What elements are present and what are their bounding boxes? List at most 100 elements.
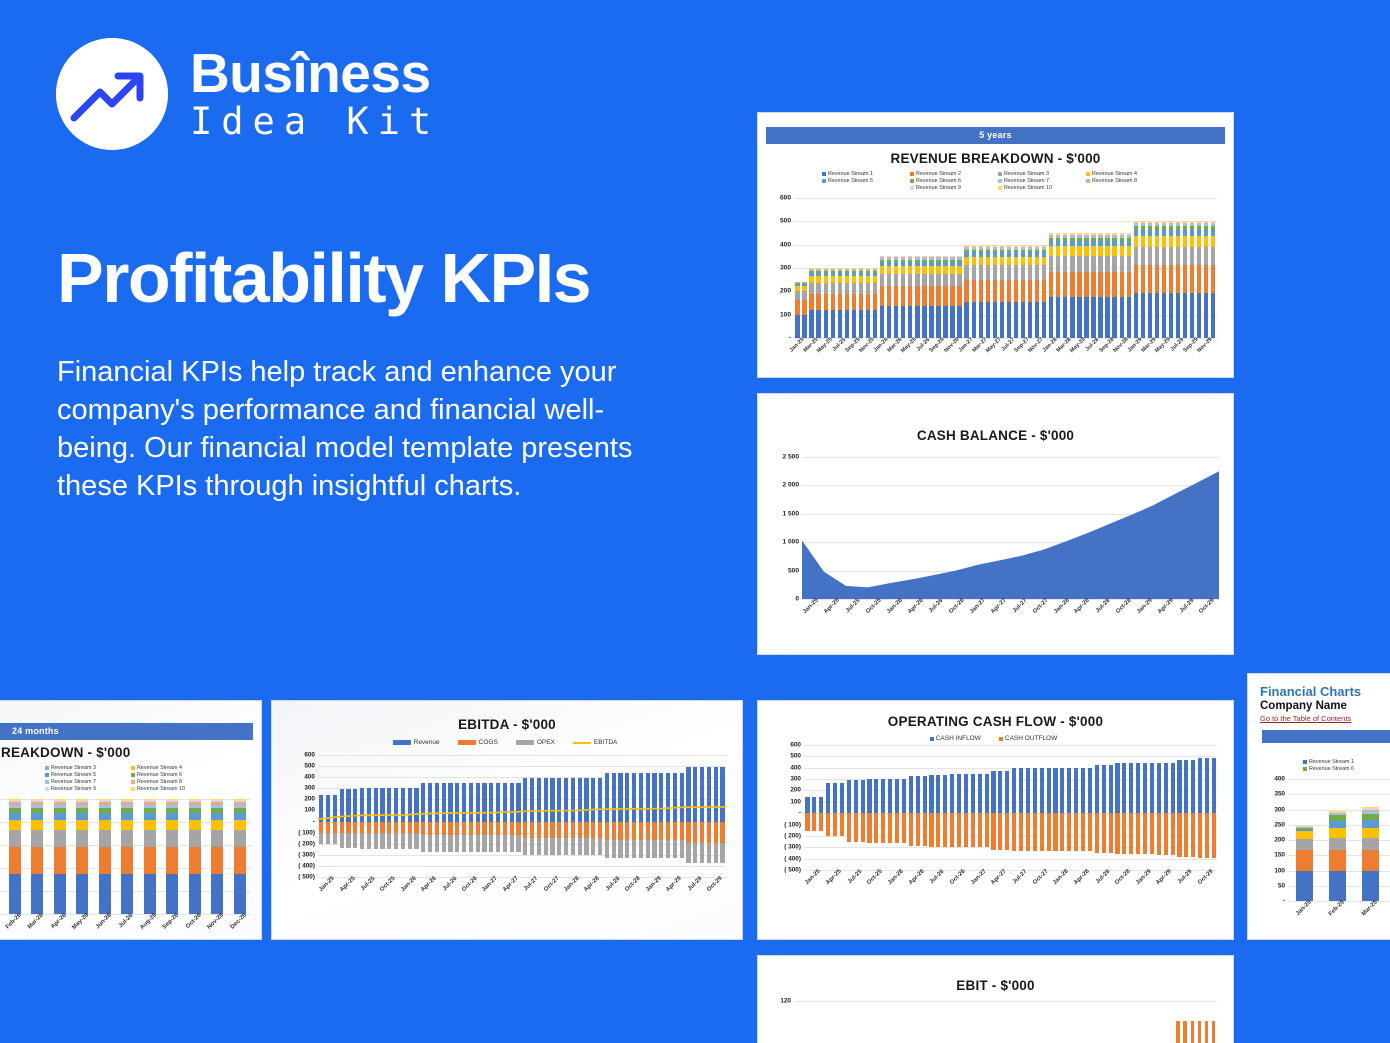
bar-segment: [166, 807, 179, 813]
bar-segment: [1119, 255, 1124, 273]
bar-column: [617, 755, 624, 877]
bar-segment: [936, 273, 941, 287]
bar-segment: [929, 306, 934, 338]
x-axis-tick: Oct-25: [379, 875, 398, 894]
bar-column: [970, 1001, 977, 1043]
bar-column: [610, 755, 617, 877]
bar-segment: [1056, 272, 1061, 298]
bar-segment: [879, 266, 885, 274]
bar-cogs: [631, 821, 637, 841]
bar-segment: [908, 273, 913, 287]
bar-segment: [1126, 233, 1131, 234]
bar-segment: [1119, 237, 1124, 242]
bar-opex: [591, 837, 596, 856]
bar-segment: [1098, 272, 1103, 298]
bar-cogs: [625, 821, 630, 841]
legend-item: Revenue: [392, 739, 440, 746]
bar-segment: [1091, 233, 1096, 235]
card-revenue-breakdown-24m[interactable]: 24 months REAKDOWN - $'000 Revenue Strea…: [0, 700, 262, 940]
bar-cash-inflow: [970, 774, 975, 814]
bar-column: [1048, 198, 1055, 338]
bar-segment: [1362, 813, 1379, 820]
card-ebitda[interactable]: EBITDA - $'000 Revenue COGS OPEX EBITDA 600…: [271, 700, 743, 940]
bar-cash-outflow: [1184, 813, 1189, 858]
bar-segment: [957, 266, 962, 274]
bar-segment: [936, 257, 941, 259]
bar-segment: [886, 256, 892, 258]
bar-segment: [1168, 222, 1174, 225]
bar-segment: [1140, 235, 1145, 247]
bar-segment: [915, 259, 920, 263]
x-axis-tick: Apr-26: [420, 875, 438, 894]
plot-ebit: 12010080: [780, 998, 1217, 1043]
bar-column: [71, 799, 94, 914]
plot-cash-balance: 2 500 2 000 1 500 1 000 500 0 Jan-25 Apr-25 Jul-…: [782, 454, 1219, 615]
table-of-contents-link[interactable]: Go to the Table of Contents: [1260, 714, 1352, 723]
bar-cogs: [611, 821, 616, 841]
bar-cash-inflow: [1060, 768, 1065, 814]
bar-cash-inflow: [860, 779, 865, 814]
bar-segment: [188, 802, 201, 805]
x-axis-tick: Apr-28: [583, 875, 602, 894]
bar-cash-inflow: [826, 782, 831, 814]
card-cash-balance[interactable]: CASH BALANCE - $'000 2 500 2 000 1 500 1 00…: [757, 393, 1234, 655]
bar-cogs: [543, 821, 548, 838]
y-axis-tick-label: ( 300): [784, 843, 801, 851]
x-axis-tick: Jan-28: [1052, 868, 1070, 887]
bar-revenue: [326, 794, 331, 822]
legend-label: Revenue Stream 9: [916, 185, 961, 191]
gridline: [804, 801, 1217, 803]
bar-segment: [823, 269, 828, 272]
card-financial-charts[interactable]: Financial Charts Company Name Go to the …: [1247, 673, 1390, 940]
legend-label: Revenue Stream 9: [51, 786, 96, 792]
bar-segment: [53, 802, 66, 805]
bar-segment: [936, 259, 941, 263]
bar-column: [1183, 745, 1190, 870]
bar-opex: [652, 840, 657, 859]
bar-revenue: [543, 778, 548, 822]
bar-cogs: [591, 821, 596, 838]
x-axis-tick: Oct-26: [461, 875, 479, 894]
bar-segment: [978, 245, 983, 247]
bar-column: [1153, 198, 1160, 338]
chart-title-ebitda: EBITDA - $'000: [458, 717, 556, 732]
bar-column: [338, 755, 345, 877]
y-axis-tick-label: 0: [795, 595, 799, 603]
bar-segment: [188, 807, 201, 813]
bar-column: [1125, 198, 1132, 338]
legend-operating-cash-flow: CASH INFLOW CASH OUTFLOW: [758, 735, 1233, 743]
bar-segment: [1084, 272, 1089, 298]
bar-column: [880, 745, 887, 870]
bar-revenue: [496, 782, 501, 822]
bar-revenue: [611, 772, 616, 822]
bar-segment: [992, 256, 998, 266]
bar-revenue: [475, 782, 480, 822]
y-axis-tick-label: ( 400): [784, 855, 801, 863]
bar-segment: [1070, 233, 1075, 234]
bar-segment: [1091, 236, 1096, 238]
bar-cogs: [407, 821, 412, 833]
bar-segment: [1126, 272, 1131, 298]
bar-opex: [550, 837, 555, 856]
bar-column: [900, 1001, 907, 1043]
card-operating-cash-flow[interactable]: OPERATING CASH FLOW - $'000 CASH INFLOW C…: [757, 700, 1234, 940]
bar-column: [984, 198, 991, 338]
x-axis-tick: Oct-27: [1031, 597, 1050, 616]
bar-segment: [1119, 234, 1124, 237]
bar-segment: [1175, 220, 1181, 222]
bar-cash-inflow: [998, 770, 1003, 814]
bar-segment: [1091, 297, 1096, 338]
bar-segment: [1070, 234, 1075, 237]
bar-segment: [1211, 224, 1216, 227]
bar-segment: [1189, 222, 1195, 225]
bar-segment: [233, 804, 246, 808]
bar-cogs: [706, 821, 711, 843]
card-revenue-breakdown-5y[interactable]: 5 years REVENUE BREAKDOWN - $'000 Revenu…: [757, 112, 1234, 378]
bar-segment: [98, 799, 111, 801]
bar-segment: [872, 293, 878, 311]
card-ebit[interactable]: EBIT - $'000 12010080: [757, 955, 1234, 1043]
bar-opex: [577, 837, 582, 856]
gridline: [804, 767, 1217, 769]
bar-cash-inflow: [977, 774, 982, 814]
bar-segment: [188, 812, 201, 821]
